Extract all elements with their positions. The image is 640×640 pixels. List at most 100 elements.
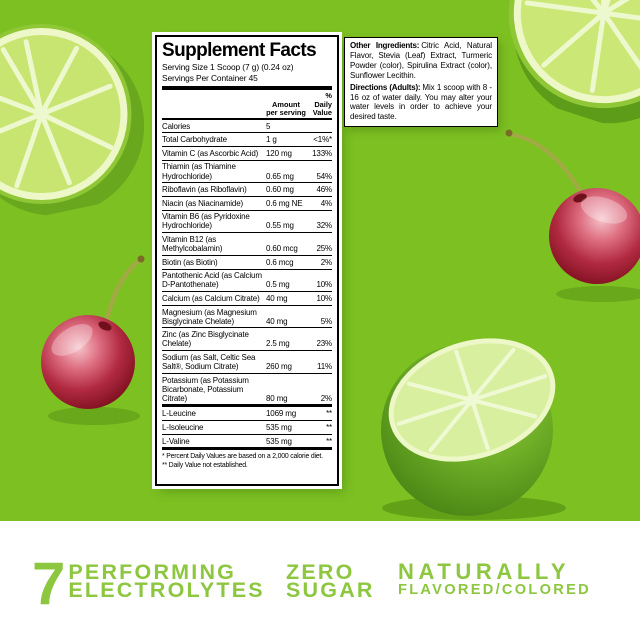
amount-column-header: Amount per serving [266, 99, 306, 117]
nutrient-daily-value: 10% [316, 293, 332, 303]
other-ingredients-label: Other Ingredients: [350, 41, 420, 50]
claim-electrolytes: 7 PERFORMING ELECTROLYTES [32, 550, 265, 617]
nutrient-amount: 0.65 mg [266, 171, 294, 181]
nutrient-amount: 535 mg [266, 436, 292, 446]
table-row: Biotin (as Biotin) 0.6 mcg 2% [162, 254, 332, 269]
nutrient-amount: 0.5 mg [266, 280, 290, 290]
table-row: L-Leucine 1069 mg ** [162, 407, 332, 420]
divider-medium [162, 404, 332, 408]
nutrient-name: Pantothenic Acid (as Calcium D-Pantothen… [162, 271, 262, 290]
nutrient-amount: 40 mg [266, 293, 288, 303]
table-row: Niacin (as Niacinamide) 0.6 mg NE 4% [162, 195, 332, 210]
nutrient-amount: 1069 mg [266, 409, 297, 419]
nutrient-daily-value: 32% [316, 221, 332, 231]
nutrient-daily-value: ** [326, 436, 332, 446]
claim-line: ELECTROLYTES [68, 578, 265, 603]
table-row: L-Valine 535 mg ** [162, 433, 332, 448]
claim-naturally: NATURALLY FLAVORED/COLORED [398, 559, 592, 598]
nutrient-name: Vitamin B6 (as Pyridoxine Hydrochloride) [162, 212, 250, 231]
table-row: Vitamin C (as Ascorbic Acid) 120 mg 133% [162, 146, 332, 160]
nutrient-daily-value: ** [326, 409, 332, 419]
nutrient-daily-value: 11% [317, 361, 332, 371]
nutrient-amount: 40 mg [266, 316, 288, 326]
footnotes: * Percent Daily Values are based on a 2,… [162, 447, 332, 470]
nutrient-name: Calcium (as Calcium Citrate) [162, 293, 260, 303]
nutrient-name: Vitamin B12 (as Methylcobalamin) [162, 235, 223, 254]
servings-per-container: Servings Per Container 45 [162, 72, 258, 83]
nutrient-amount: 5 [266, 121, 271, 131]
serving-size: Serving Size 1 Scoop (7 g) (0.24 oz) [162, 62, 294, 73]
nutrient-daily-value: <1%* [313, 135, 332, 145]
other-ingredients: Other Ingredients: Citric Acid, Natural F… [350, 41, 492, 80]
claim-line: PERFORMING [68, 560, 237, 584]
nutrient-name: Sodium (as Salt, Celtic Sea Salt®, Sodiu… [162, 352, 256, 371]
nutrient-daily-value: 25% [316, 244, 332, 254]
nutrient-daily-value: 5% [320, 316, 332, 326]
other-ingredients-box: Other Ingredients: Citric Acid, Natural F… [344, 37, 498, 128]
nutrient-amount: 535 mg [266, 422, 292, 432]
claim-line: FLAVORED/COLORED [398, 581, 592, 598]
nutrient-daily-value: 2% [320, 393, 332, 403]
nutrient-amount: 1 g [266, 135, 277, 145]
nutrient-daily-value: 133% [312, 148, 332, 158]
nutrient-name: L-Leucine [162, 409, 196, 419]
table-row: Magnesium (as Magnesium Bisglycinate Che… [162, 304, 332, 328]
table-row: Thiamin (as Thiamine Hydrochloride) 0.65… [162, 159, 332, 183]
nutrient-daily-value: 2% [320, 257, 332, 267]
nutrient-name: Biotin (as Biotin) [162, 257, 218, 267]
nutrient-name: Thiamin (as Thiamine Hydrochloride) [162, 162, 236, 181]
nutrient-daily-value: 46% [316, 185, 332, 195]
table-row: Calcium (as Calcium Citrate) 40 mg 10% [162, 291, 332, 305]
footnote: ** Daily Value not established. [162, 461, 248, 469]
table-row: Vitamin B12 (as Methylcobalamin) 0.60 mc… [162, 232, 332, 255]
nutrient-amount: 0.6 mcg [266, 257, 294, 267]
divider-thick [162, 85, 332, 91]
claim-line: NATURALLY [398, 559, 571, 584]
table-row: L-Isoleucine 535 mg ** [162, 420, 332, 434]
nutrient-amount: 120 mg [266, 148, 292, 158]
daily-value-column-header: % Daily Value [312, 91, 332, 117]
nutrient-amount: 80 mg [266, 393, 288, 403]
nutrient-daily-value: 4% [320, 198, 332, 208]
nutrient-daily-value: 23% [316, 339, 332, 349]
nutrient-daily-value: 54% [316, 171, 332, 181]
nutrient-amount: 260 mg [266, 361, 292, 371]
amino-acid-rows: L-Leucine 1069 mg ** L-Isoleucine 535 mg… [162, 407, 332, 447]
nutrient-name: Niacin (as Niacinamide) [162, 198, 244, 208]
directions: Directions (Adults): Mix 1 scoop with 8 -… [350, 82, 492, 122]
claim-zero-sugar: ZERO SUGAR [286, 560, 375, 603]
nutrient-amount: 0.60 mcg [266, 244, 298, 254]
table-row: Calories 5 [162, 120, 332, 133]
nutrient-name: Vitamin C (as Ascorbic Acid) [162, 148, 259, 158]
nutrient-amount: 2.5 mg [266, 339, 290, 349]
claim-line: ZERO [286, 560, 355, 584]
claim-number-7: 7 [32, 550, 65, 617]
nutrient-daily-value: 10% [316, 280, 332, 290]
nutrient-amount: 0.55 mg [266, 221, 294, 231]
table-row: Total Carbohydrate 1 g <1%* [162, 132, 332, 146]
table-row: Riboflavin (as Riboflavin) 0.60 mg 46% [162, 182, 332, 196]
directions-label: Directions (Adults): [350, 82, 421, 92]
table-row: Vitamin B6 (as Pyridoxine Hydrochloride)… [162, 209, 332, 233]
table-row: Potassium (as Potassium Bicarbonate, Pot… [162, 372, 332, 405]
nutrient-name: Potassium (as Potassium Bicarbonate, Pot… [162, 375, 249, 403]
nutrient-name: Total Carbohydrate [162, 135, 227, 145]
nutrient-amount: 0.6 mg NE [266, 198, 303, 208]
nutrient-name: L-Isoleucine [162, 422, 204, 432]
table-column-headers: Amount per serving % Daily Value [162, 90, 332, 120]
footnote: * Percent Daily Values are based on a 2,… [162, 452, 323, 460]
nutrient-name: Magnesium (as Magnesium Bisglycinate Che… [162, 307, 257, 326]
table-row: Zinc (as Zinc Bisglycinate Chelate) 2.5 … [162, 327, 332, 350]
nutrient-name: Calories [162, 121, 191, 131]
nutrient-name: Riboflavin (as Riboflavin) [162, 185, 247, 195]
table-row: Pantothenic Acid (as Calcium D-Pantothen… [162, 268, 332, 292]
nutrient-name: L-Valine [162, 436, 190, 446]
nutrient-name: Zinc (as Zinc Bisglycinate Chelate) [162, 330, 249, 349]
nutrient-amount: 0.60 mg [266, 185, 294, 195]
table-row: Sodium (as Salt, Celtic Sea Salt®, Sodiu… [162, 350, 332, 373]
nutrient-daily-value: ** [326, 422, 332, 432]
supplement-facts-panel: Supplement Facts Serving Size 1 Scoop (7… [155, 35, 339, 486]
supplement-facts-title: Supplement Facts [162, 40, 317, 61]
claim-line: SUGAR [286, 578, 375, 603]
